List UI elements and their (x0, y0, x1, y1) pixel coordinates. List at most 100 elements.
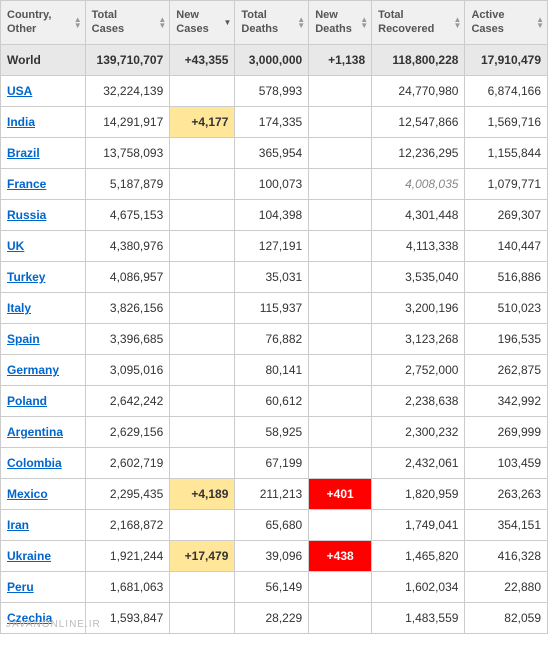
country-cell: Colombia (1, 448, 86, 479)
country-link[interactable]: Italy (7, 301, 31, 315)
sort-icon: ▲▼ (74, 17, 82, 29)
table-cell (309, 603, 372, 634)
table-cell (170, 417, 235, 448)
table-cell: 32,224,139 (85, 76, 170, 107)
sort-icon: ▲▼ (360, 17, 368, 29)
sort-icon: ▲▼ (454, 17, 462, 29)
sort-icon: ▲▼ (158, 17, 166, 29)
sort-icon: ▲▼ (297, 17, 305, 29)
country-cell: Russia (1, 200, 86, 231)
table-cell: 263,263 (465, 479, 548, 510)
table-cell: 118,800,228 (372, 45, 465, 76)
column-header[interactable]: TotalCases▲▼ (85, 1, 170, 45)
table-cell: 1,483,559 (372, 603, 465, 634)
country-link[interactable]: Argentina (7, 425, 63, 439)
country-link[interactable]: Iran (7, 518, 29, 532)
table-cell: 1,602,034 (372, 572, 465, 603)
country-link[interactable]: Poland (7, 394, 47, 408)
table-cell: 4,086,957 (85, 262, 170, 293)
table-cell (309, 510, 372, 541)
table-cell: 2,300,232 (372, 417, 465, 448)
column-header-label: TotalDeaths (241, 9, 292, 35)
country-cell: Germany (1, 355, 86, 386)
table-cell (170, 76, 235, 107)
table-cell: 2,432,061 (372, 448, 465, 479)
table-cell (170, 231, 235, 262)
table-row: France5,187,879100,0734,008,0351,079,771 (1, 169, 548, 200)
table-cell: 65,680 (235, 510, 309, 541)
country-link[interactable]: France (7, 177, 46, 191)
table-cell: 82,059 (465, 603, 548, 634)
table-cell: 510,023 (465, 293, 548, 324)
country-link[interactable]: Peru (7, 580, 34, 594)
table-cell: 80,141 (235, 355, 309, 386)
table-cell: 60,612 (235, 386, 309, 417)
country-link[interactable]: UK (7, 239, 24, 253)
country-link[interactable]: Russia (7, 208, 46, 222)
table-cell: 12,236,295 (372, 138, 465, 169)
column-header[interactable]: NewCases▼ (170, 1, 235, 45)
table-cell: 354,151 (465, 510, 548, 541)
table-cell: 3,123,268 (372, 324, 465, 355)
table-cell: 1,465,820 (372, 541, 465, 572)
table-cell (170, 200, 235, 231)
table-cell (170, 324, 235, 355)
country-cell: USA (1, 76, 86, 107)
table-cell: 5,187,879 (85, 169, 170, 200)
country-link[interactable]: India (7, 115, 35, 129)
table-cell: 100,073 (235, 169, 309, 200)
table-cell (170, 386, 235, 417)
country-link[interactable]: Brazil (7, 146, 40, 160)
table-cell: 28,229 (235, 603, 309, 634)
country-link[interactable]: USA (7, 84, 32, 98)
country-cell: France (1, 169, 86, 200)
table-cell: +17,479 (170, 541, 235, 572)
table-cell: 22,880 (465, 572, 548, 603)
table-cell: 2,168,872 (85, 510, 170, 541)
column-header[interactable]: NewDeaths▲▼ (309, 1, 372, 45)
country-link[interactable]: Czechia (7, 611, 52, 625)
column-header[interactable]: Country,Other▲▼ (1, 1, 86, 45)
country-link[interactable]: Spain (7, 332, 40, 346)
table-row: Germany3,095,01680,1412,752,000262,875 (1, 355, 548, 386)
table-cell (309, 293, 372, 324)
table-row: Italy3,826,156115,9373,200,196510,023 (1, 293, 548, 324)
table-cell: 4,675,153 (85, 200, 170, 231)
table-cell: 3,396,685 (85, 324, 170, 355)
table-cell: +43,355 (170, 45, 235, 76)
country-cell: Turkey (1, 262, 86, 293)
table-cell: 12,547,866 (372, 107, 465, 138)
table-cell (170, 355, 235, 386)
column-header[interactable]: ActiveCases▲▼ (465, 1, 548, 45)
country-cell: Brazil (1, 138, 86, 169)
column-header-label: NewCases (176, 9, 218, 35)
table-cell: 1,749,041 (372, 510, 465, 541)
table-cell (170, 169, 235, 200)
table-row: Russia4,675,153104,3984,301,448269,307 (1, 200, 548, 231)
table-cell (170, 572, 235, 603)
table-cell: 17,910,479 (465, 45, 548, 76)
table-cell: 4,380,976 (85, 231, 170, 262)
table-cell: 1,569,716 (465, 107, 548, 138)
table-cell: +4,189 (170, 479, 235, 510)
table-cell: 76,882 (235, 324, 309, 355)
column-header[interactable]: TotalDeaths ▲▼ (235, 1, 309, 45)
country-link[interactable]: Colombia (7, 456, 62, 470)
table-cell: 3,535,040 (372, 262, 465, 293)
table-cell: 115,937 (235, 293, 309, 324)
table-cell: 2,629,156 (85, 417, 170, 448)
table-cell (170, 510, 235, 541)
table-row: Argentina2,629,15658,9252,300,232269,999 (1, 417, 548, 448)
table-row: Poland2,642,24260,6122,238,638342,992 (1, 386, 548, 417)
column-header[interactable]: TotalRecovered▲▼ (372, 1, 465, 45)
table-row-world: World139,710,707+43,3553,000,000+1,13811… (1, 45, 548, 76)
country-link[interactable]: Germany (7, 363, 59, 377)
table-cell: 3,000,000 (235, 45, 309, 76)
table-cell (170, 138, 235, 169)
table-cell: 4,008,035 (372, 169, 465, 200)
country-link[interactable]: Ukraine (7, 549, 51, 563)
country-link[interactable]: Turkey (7, 270, 45, 284)
table-cell: 104,398 (235, 200, 309, 231)
country-link[interactable]: Mexico (7, 487, 48, 501)
table-cell: 2,295,435 (85, 479, 170, 510)
